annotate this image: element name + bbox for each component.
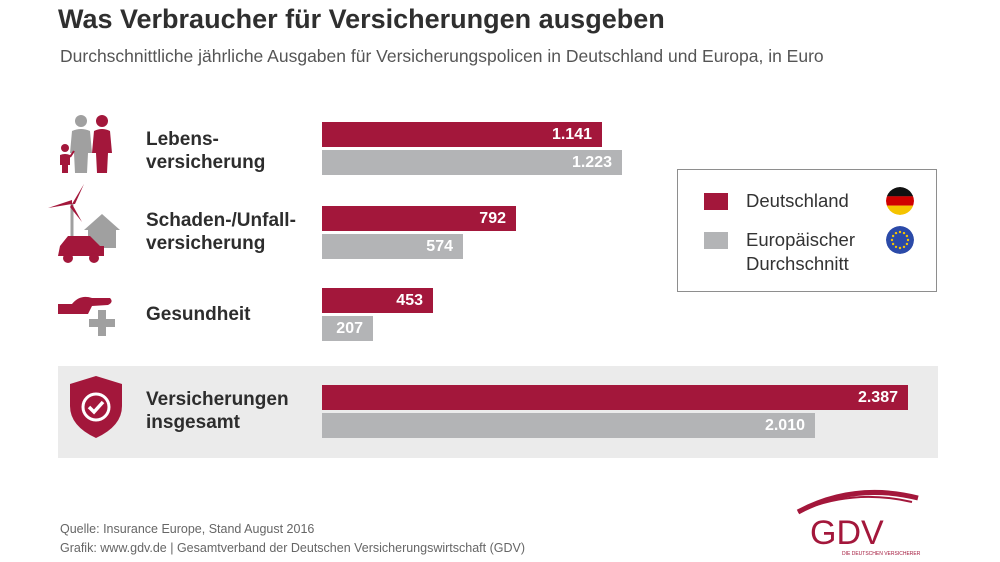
- legend-label-deutschland: Deutschland: [746, 190, 849, 211]
- eu-flag-icon: [886, 226, 914, 254]
- family-icon: [60, 115, 112, 173]
- bar-de-lebensversicherung: 1.141: [322, 122, 602, 147]
- wind-house-car-icon: [48, 184, 120, 263]
- bar-eu-lebensversicherung: 1.223: [322, 150, 622, 175]
- hand-health-icon: [58, 296, 115, 336]
- chart-legend: Deutschland Europäischer Durchschnitt: [677, 169, 937, 292]
- bar-de-insgesamt: 2.387: [322, 385, 908, 410]
- graphic-credit: Grafik: www.gdv.de | Gesamtverband der D…: [60, 541, 526, 555]
- gdv-logo-text: GDV: [810, 514, 884, 552]
- category-label-gesundheit: Gesundheit: [146, 304, 251, 325]
- legend-label-europa: Europäischer Durchschnitt: [746, 229, 856, 274]
- germany-flag-icon: [886, 187, 914, 215]
- bar-eu-insgesamt: 2.010: [322, 413, 815, 438]
- chart-title: Was Verbraucher für Versicherungen ausge…: [58, 4, 665, 34]
- shield-check-icon: [70, 376, 122, 438]
- chart-subtitle: Durchschnittliche jährliche Ausgaben für…: [60, 46, 824, 66]
- gdv-logo: GDV DIE DEUTSCHEN VERSICHERER: [796, 489, 921, 557]
- source-note: Quelle: Insurance Europe, Stand August 2…: [60, 522, 315, 536]
- total-row-background: [58, 366, 938, 458]
- bar-de-gesundheit: 453: [322, 288, 433, 313]
- category-label-insgesamt: Versicherungen insgesamt: [146, 389, 289, 433]
- bar-eu-schadenversicherung: 574: [322, 234, 463, 259]
- category-label-schadenversicherung: Schaden-/Unfall- versicherung: [146, 210, 296, 254]
- category-label-lebensversicherung: Lebens- versicherung: [146, 129, 266, 173]
- bar-eu-gesundheit: 207: [322, 316, 373, 341]
- bar-de-schadenversicherung: 792: [322, 206, 516, 231]
- legend-swatch-deutschland: [704, 193, 728, 210]
- gdv-logo-tagline: DIE DEUTSCHEN VERSICHERER: [842, 551, 921, 557]
- legend-swatch-europa: [704, 232, 728, 249]
